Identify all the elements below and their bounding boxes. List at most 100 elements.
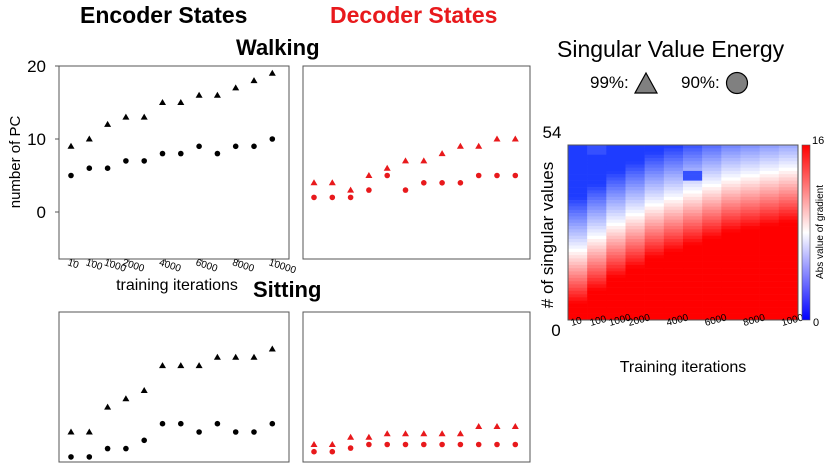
heatmap-cell	[702, 287, 722, 292]
heatmap-cell	[663, 154, 684, 159]
sitting-decoder-circle-point	[402, 441, 409, 448]
heatmap-cell	[606, 222, 626, 227]
heatmap-cell	[778, 258, 799, 262]
walking-decoder-circle-point	[439, 180, 445, 186]
heatmap-cell	[644, 235, 665, 240]
heatmap-cell	[663, 242, 684, 246]
heatmap-cell	[702, 251, 722, 256]
heatmap-cell	[663, 248, 684, 253]
heatmap-cell	[606, 203, 626, 207]
heatmap-cell	[663, 303, 684, 308]
heatmap-cell	[587, 145, 607, 149]
walking-encoder-triangle-point	[232, 84, 240, 91]
heatmap-cell	[702, 167, 722, 172]
heatmap-cell	[663, 177, 684, 181]
heatmap-cell	[740, 180, 760, 185]
x-tick-label: 2000	[121, 257, 146, 274]
heatmap-cell	[702, 196, 722, 201]
heatmap-cell	[663, 271, 684, 275]
heatmap-cell	[759, 294, 780, 298]
heatmap-cell	[759, 277, 780, 282]
heatmap-cell	[644, 268, 665, 272]
heatmap-cell	[702, 313, 722, 318]
heatmap-cell	[778, 307, 799, 311]
heatmap-cell	[587, 151, 607, 156]
heatmap-cell	[702, 148, 722, 152]
heatmap-cell	[759, 180, 780, 185]
heatmap-cell	[606, 300, 626, 305]
heatmap-cell	[683, 193, 703, 198]
heatmap-cell	[683, 148, 703, 152]
sitting-decoder-circle-point	[457, 441, 464, 448]
heatmap-y-top-label: 54	[543, 123, 562, 142]
heatmap-cell	[606, 290, 626, 295]
heatmap-cell	[740, 271, 760, 275]
heatmap-cell	[721, 187, 741, 191]
heatmap-cell	[778, 196, 799, 201]
heatmap-cell	[683, 226, 703, 230]
heatmap-cell	[606, 161, 626, 165]
heatmap-cell	[778, 209, 799, 214]
heatmap-cell	[587, 180, 607, 185]
heatmap-cell	[587, 297, 607, 301]
heatmap-cell	[568, 151, 588, 156]
heatmap-cell	[587, 164, 607, 168]
heatmap-cell	[644, 303, 665, 308]
heatmap-cell	[568, 196, 588, 201]
heatmap-cell	[683, 209, 703, 214]
heatmap-cell	[759, 232, 780, 237]
heatmap-cell	[606, 154, 626, 159]
heatmap-cell	[568, 300, 588, 305]
heatmap-cell	[625, 316, 645, 321]
heatmap-cell	[625, 226, 645, 230]
heatmap-cell	[568, 313, 588, 318]
heatmap-cell	[721, 307, 741, 311]
walking-decoder-triangle-point	[402, 157, 409, 164]
sitting-encoder-circle-point	[251, 429, 257, 435]
heatmap-cell	[759, 193, 780, 198]
heatmap-cell	[721, 161, 741, 165]
heatmap-cell	[644, 261, 665, 266]
heatmap-cell	[644, 251, 665, 256]
heatmap-cell	[759, 151, 780, 156]
heatmap-cell	[568, 307, 588, 311]
heatmap-cell	[644, 219, 665, 224]
heatmap-cell	[778, 310, 799, 314]
heatmap-cell	[606, 313, 626, 318]
heatmap-cell	[606, 232, 626, 237]
heatmap-cell	[663, 258, 684, 262]
heatmap-cell	[663, 161, 684, 165]
heatmap-cell	[644, 167, 665, 172]
heatmap-cell	[568, 206, 588, 211]
heatmap-cell	[778, 274, 799, 279]
heatmap-cell	[587, 148, 607, 152]
heatmap-cell	[644, 274, 665, 279]
heatmap-cell	[683, 274, 703, 279]
heatmap-cell	[778, 238, 799, 243]
heatmap-cell	[778, 177, 799, 181]
walking-encoder-circle-point	[159, 150, 166, 157]
heatmap-cell	[759, 154, 780, 159]
heatmap-cell	[606, 277, 626, 282]
heatmap-cell	[663, 274, 684, 279]
heatmap-cell	[663, 235, 684, 240]
heatmap-cell	[721, 203, 741, 207]
heatmap-cell	[663, 157, 684, 162]
heatmap-cell	[740, 229, 760, 233]
heatmap-cell	[759, 226, 780, 230]
heatmap-cell	[778, 216, 799, 220]
sitting-encoder-circle-point	[269, 420, 276, 427]
heatmap-cell	[625, 196, 645, 201]
walking-encoder-circle-point	[251, 143, 257, 150]
heatmap-cell	[663, 297, 684, 301]
heatmap-cell	[721, 193, 741, 198]
heatmap-cell	[778, 229, 799, 233]
heatmap-cell	[702, 203, 722, 207]
heatmap-cell	[778, 284, 799, 288]
heatmap-cell	[644, 206, 665, 211]
walking-encoder-circle-point	[123, 158, 129, 164]
heatmap-cell	[625, 193, 645, 198]
walking-decoder-triangle-point	[383, 164, 391, 171]
heatmap-cell	[644, 187, 665, 191]
heatmap-cell	[568, 213, 588, 217]
